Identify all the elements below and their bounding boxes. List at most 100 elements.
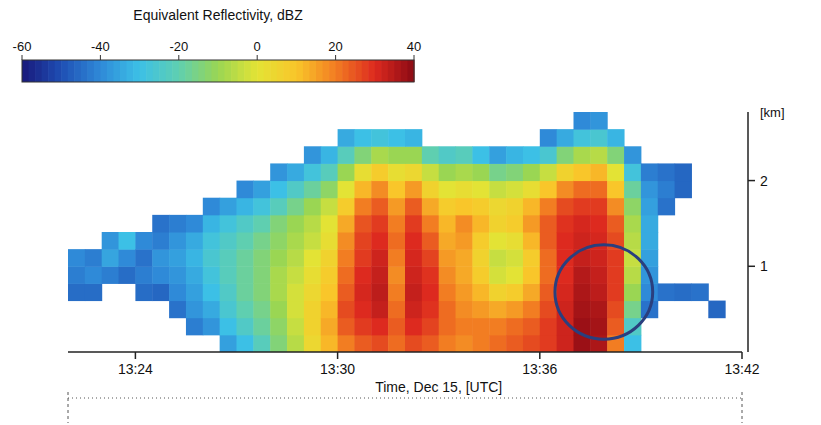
y-tick bbox=[748, 180, 755, 182]
cell bbox=[574, 266, 591, 284]
colorbar-step bbox=[283, 60, 290, 82]
cell bbox=[574, 146, 591, 164]
cell bbox=[354, 215, 371, 233]
cell bbox=[371, 232, 388, 250]
cell bbox=[388, 335, 405, 352]
cell bbox=[557, 283, 574, 301]
cell bbox=[624, 283, 641, 301]
cell bbox=[506, 249, 523, 267]
cell bbox=[422, 232, 439, 250]
x-tick bbox=[539, 352, 541, 359]
cell bbox=[186, 249, 203, 267]
cell bbox=[675, 283, 692, 301]
colorbar-step bbox=[316, 60, 323, 82]
cell bbox=[540, 232, 557, 250]
colorbar-step bbox=[388, 60, 395, 82]
cell bbox=[675, 163, 692, 181]
cell bbox=[405, 181, 422, 199]
cell bbox=[253, 283, 270, 301]
cell bbox=[203, 301, 220, 319]
cell bbox=[135, 232, 152, 250]
colorbar-step bbox=[349, 60, 356, 82]
cell bbox=[489, 198, 506, 216]
colorbar-step bbox=[140, 60, 147, 82]
cell bbox=[253, 318, 270, 336]
cell bbox=[338, 129, 355, 147]
cell bbox=[439, 335, 456, 352]
cell bbox=[338, 181, 355, 199]
cell bbox=[287, 181, 304, 199]
cell bbox=[590, 198, 607, 216]
cell bbox=[405, 129, 422, 147]
cell bbox=[304, 215, 321, 233]
cell bbox=[270, 181, 287, 199]
cell bbox=[287, 215, 304, 233]
cell bbox=[169, 301, 186, 319]
cell bbox=[304, 163, 321, 181]
cell bbox=[472, 283, 489, 301]
y-axis-title: [km] bbox=[760, 105, 785, 120]
cell bbox=[338, 335, 355, 352]
cell bbox=[287, 232, 304, 250]
cell bbox=[590, 301, 607, 319]
cell bbox=[270, 318, 287, 336]
x-tick bbox=[135, 352, 137, 359]
colorbar-step bbox=[146, 60, 153, 82]
cell bbox=[304, 335, 321, 352]
cell bbox=[574, 301, 591, 319]
colorbar-step bbox=[153, 60, 160, 82]
colorbar-step bbox=[192, 60, 199, 82]
cell bbox=[456, 266, 473, 284]
colorbar-step bbox=[107, 60, 114, 82]
cell bbox=[439, 163, 456, 181]
cell bbox=[506, 146, 523, 164]
colorbar-step bbox=[401, 60, 408, 82]
cell bbox=[304, 301, 321, 319]
cell bbox=[590, 249, 607, 267]
cell bbox=[354, 146, 371, 164]
colorbar-tick bbox=[335, 55, 336, 60]
cell bbox=[338, 249, 355, 267]
cell bbox=[321, 283, 338, 301]
cell bbox=[388, 266, 405, 284]
cell bbox=[574, 129, 591, 147]
y-axis-line bbox=[747, 112, 749, 352]
colorbar-step bbox=[336, 60, 343, 82]
cell bbox=[119, 232, 136, 250]
cell bbox=[439, 198, 456, 216]
cell bbox=[691, 283, 708, 301]
cell bbox=[371, 266, 388, 284]
cell bbox=[354, 266, 371, 284]
cell bbox=[590, 181, 607, 199]
cell bbox=[321, 232, 338, 250]
cell bbox=[574, 198, 591, 216]
cell bbox=[85, 283, 102, 301]
dashed-line bbox=[742, 392, 743, 423]
cell bbox=[590, 129, 607, 147]
cell bbox=[388, 283, 405, 301]
cell bbox=[607, 181, 624, 199]
cell bbox=[304, 266, 321, 284]
cell bbox=[439, 266, 456, 284]
cell bbox=[489, 181, 506, 199]
cell bbox=[152, 215, 169, 233]
cell bbox=[540, 181, 557, 199]
cell bbox=[422, 198, 439, 216]
cell bbox=[152, 232, 169, 250]
cell bbox=[135, 266, 152, 284]
cell bbox=[388, 232, 405, 250]
cell bbox=[85, 249, 102, 267]
cell bbox=[354, 283, 371, 301]
cell bbox=[557, 181, 574, 199]
cell bbox=[472, 318, 489, 336]
cell bbox=[557, 198, 574, 216]
cell bbox=[641, 232, 658, 250]
cell bbox=[287, 283, 304, 301]
cell bbox=[237, 318, 254, 336]
cell bbox=[607, 198, 624, 216]
cell bbox=[624, 215, 641, 233]
cell bbox=[253, 266, 270, 284]
cell bbox=[489, 318, 506, 336]
cell bbox=[304, 318, 321, 336]
colorbar-step bbox=[290, 60, 297, 82]
